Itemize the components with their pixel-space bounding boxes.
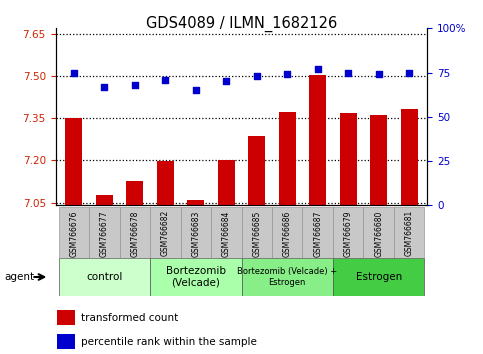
- Text: transformed count: transformed count: [81, 313, 178, 323]
- Bar: [58, 207, 89, 258]
- Bar: [58, 258, 150, 296]
- Bar: [279, 112, 296, 205]
- Text: Bortezomib
(Velcade): Bortezomib (Velcade): [166, 266, 226, 288]
- Bar: [181, 207, 211, 258]
- Text: GSM766685: GSM766685: [252, 210, 261, 257]
- Text: GSM766676: GSM766676: [70, 210, 78, 257]
- Bar: [242, 258, 333, 296]
- Text: percentile rank within the sample: percentile rank within the sample: [81, 337, 257, 347]
- Text: GSM766678: GSM766678: [130, 210, 139, 257]
- Bar: [401, 109, 417, 205]
- Point: [344, 70, 352, 75]
- Bar: [394, 207, 425, 258]
- Bar: [309, 75, 326, 205]
- Text: GSM766687: GSM766687: [313, 210, 322, 257]
- Bar: [127, 182, 143, 205]
- Text: GDS4089 / ILMN_1682126: GDS4089 / ILMN_1682126: [146, 16, 337, 32]
- Bar: [211, 207, 242, 258]
- Bar: [150, 207, 181, 258]
- Text: GSM766683: GSM766683: [191, 210, 200, 257]
- Text: agent: agent: [5, 272, 35, 282]
- Text: GSM766680: GSM766680: [374, 210, 383, 257]
- Text: Estrogen: Estrogen: [355, 272, 402, 282]
- Bar: [57, 310, 75, 325]
- Point: [131, 82, 139, 88]
- Bar: [157, 161, 174, 205]
- Bar: [340, 113, 356, 205]
- Point: [314, 66, 322, 72]
- Text: GSM766684: GSM766684: [222, 210, 231, 257]
- Bar: [363, 207, 394, 258]
- Bar: [96, 195, 113, 205]
- Bar: [370, 115, 387, 205]
- Point: [161, 77, 169, 82]
- Bar: [89, 207, 120, 258]
- Text: GSM766677: GSM766677: [100, 210, 109, 257]
- Text: GSM766679: GSM766679: [344, 210, 353, 257]
- Point: [405, 70, 413, 75]
- Point: [222, 79, 230, 84]
- Bar: [333, 258, 425, 296]
- Text: GSM766681: GSM766681: [405, 210, 413, 256]
- Bar: [272, 207, 302, 258]
- Bar: [120, 207, 150, 258]
- Bar: [333, 207, 363, 258]
- Bar: [150, 258, 242, 296]
- Point: [284, 72, 291, 77]
- Bar: [218, 160, 235, 205]
- Point: [100, 84, 108, 90]
- Text: Bortezomib (Velcade) +
Estrogen: Bortezomib (Velcade) + Estrogen: [237, 267, 337, 287]
- Bar: [248, 137, 265, 205]
- Point: [192, 87, 199, 93]
- Text: GSM766686: GSM766686: [283, 210, 292, 257]
- Bar: [57, 334, 75, 349]
- Text: GSM766682: GSM766682: [161, 210, 170, 256]
- Point: [253, 73, 261, 79]
- Bar: [242, 207, 272, 258]
- Point: [70, 70, 78, 75]
- Bar: [187, 200, 204, 205]
- Bar: [66, 118, 82, 205]
- Text: control: control: [86, 272, 123, 282]
- Bar: [302, 207, 333, 258]
- Point: [375, 72, 383, 77]
